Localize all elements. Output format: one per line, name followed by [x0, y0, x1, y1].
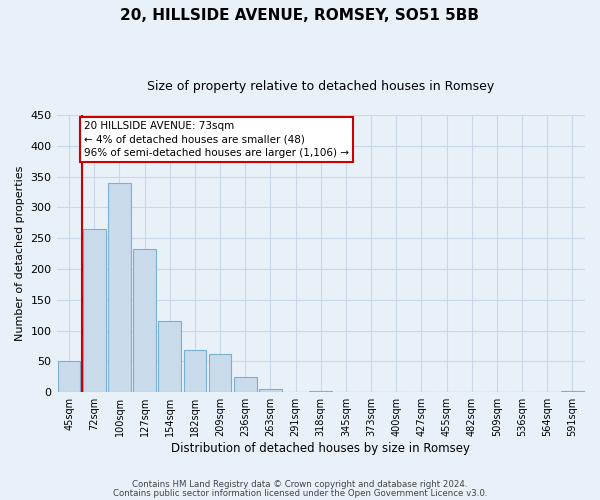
X-axis label: Distribution of detached houses by size in Romsey: Distribution of detached houses by size … — [171, 442, 470, 455]
Bar — [310, 391, 332, 392]
Bar — [234, 377, 257, 392]
Text: 20, HILLSIDE AVENUE, ROMSEY, SO51 5BB: 20, HILLSIDE AVENUE, ROMSEY, SO51 5BB — [121, 8, 479, 22]
Text: Contains public sector information licensed under the Open Government Licence v3: Contains public sector information licen… — [113, 490, 487, 498]
Bar — [108, 183, 131, 392]
Text: Contains HM Land Registry data © Crown copyright and database right 2024.: Contains HM Land Registry data © Crown c… — [132, 480, 468, 489]
Bar — [209, 354, 232, 392]
Bar — [83, 229, 106, 392]
Bar — [58, 362, 80, 392]
Bar — [561, 391, 584, 392]
Bar — [133, 250, 156, 392]
Bar — [184, 350, 206, 392]
Title: Size of property relative to detached houses in Romsey: Size of property relative to detached ho… — [147, 80, 494, 93]
Bar — [158, 322, 181, 392]
Y-axis label: Number of detached properties: Number of detached properties — [15, 166, 25, 342]
Bar — [259, 388, 282, 392]
Text: 20 HILLSIDE AVENUE: 73sqm
← 4% of detached houses are smaller (48)
96% of semi-d: 20 HILLSIDE AVENUE: 73sqm ← 4% of detach… — [84, 121, 349, 158]
